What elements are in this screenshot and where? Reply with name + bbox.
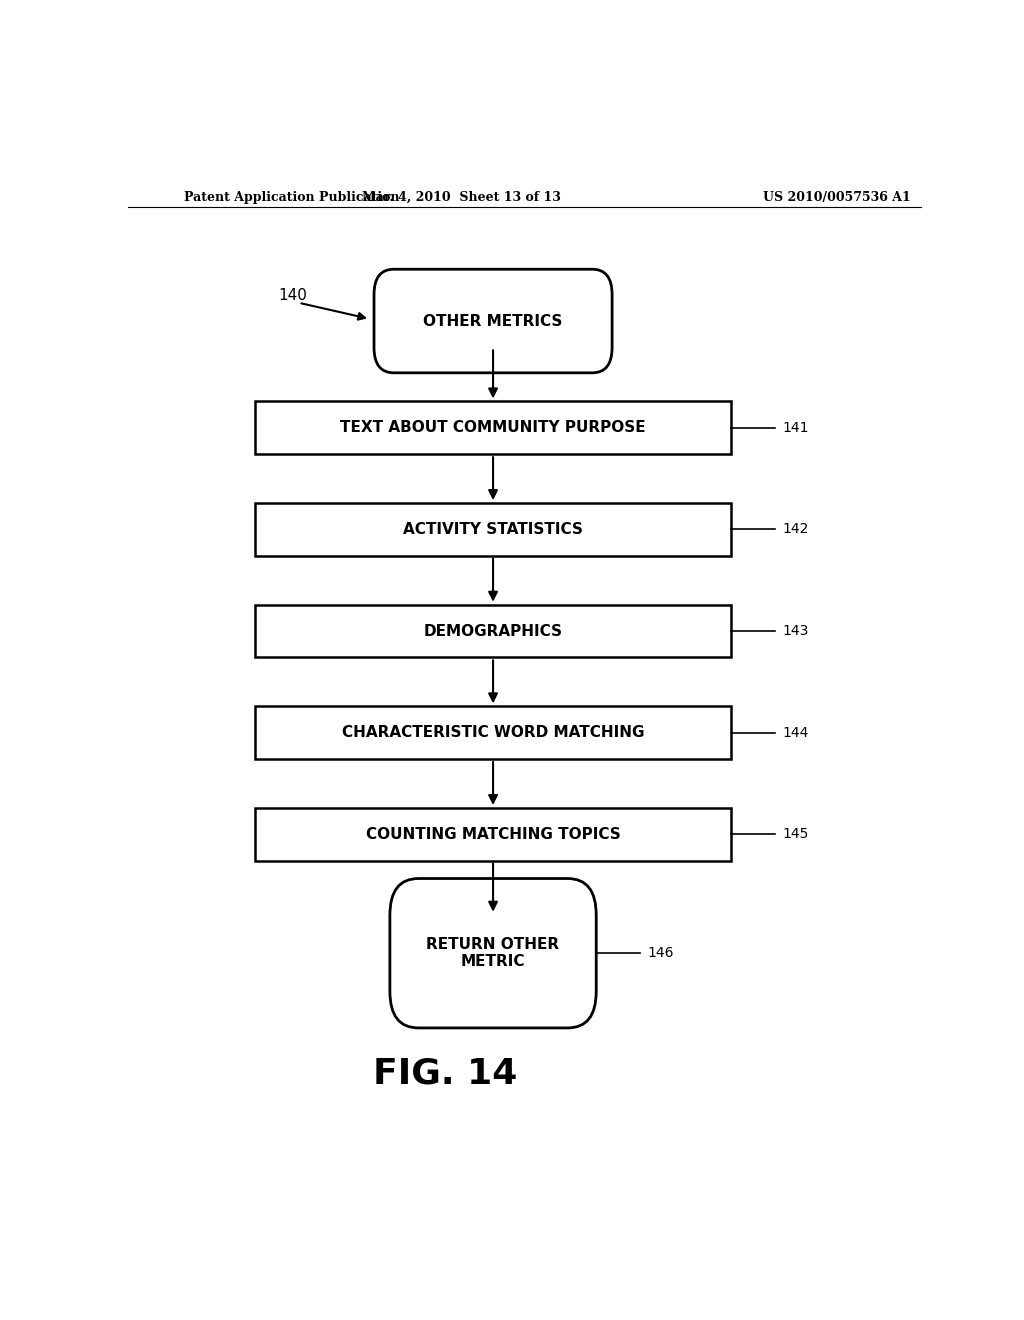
Text: 145: 145 — [782, 828, 809, 841]
Text: 142: 142 — [782, 523, 809, 536]
FancyBboxPatch shape — [390, 879, 596, 1028]
Text: OTHER METRICS: OTHER METRICS — [423, 314, 563, 329]
Bar — [255, 503, 731, 556]
Text: CHARACTERISTIC WORD MATCHING: CHARACTERISTIC WORD MATCHING — [342, 725, 644, 741]
Text: DEMOGRAPHICS: DEMOGRAPHICS — [424, 623, 562, 639]
Text: TEXT ABOUT COMMUNITY PURPOSE: TEXT ABOUT COMMUNITY PURPOSE — [340, 420, 646, 436]
Text: FIG. 14: FIG. 14 — [374, 1056, 517, 1090]
Text: Patent Application Publication: Patent Application Publication — [183, 190, 399, 203]
FancyBboxPatch shape — [374, 269, 612, 372]
Text: 146: 146 — [648, 946, 675, 960]
Text: US 2010/0057536 A1: US 2010/0057536 A1 — [763, 190, 910, 203]
Bar — [255, 706, 731, 759]
Text: COUNTING MATCHING TOPICS: COUNTING MATCHING TOPICS — [366, 826, 621, 842]
Text: 144: 144 — [782, 726, 809, 739]
Bar — [255, 808, 731, 861]
Text: ACTIVITY STATISTICS: ACTIVITY STATISTICS — [403, 521, 583, 537]
Text: 140: 140 — [279, 288, 307, 304]
Text: 143: 143 — [782, 624, 809, 638]
Text: 141: 141 — [782, 421, 809, 434]
Text: Mar. 4, 2010  Sheet 13 of 13: Mar. 4, 2010 Sheet 13 of 13 — [361, 190, 561, 203]
Bar — [255, 401, 731, 454]
Text: RETURN OTHER
METRIC: RETURN OTHER METRIC — [426, 937, 560, 969]
Bar — [255, 605, 731, 657]
